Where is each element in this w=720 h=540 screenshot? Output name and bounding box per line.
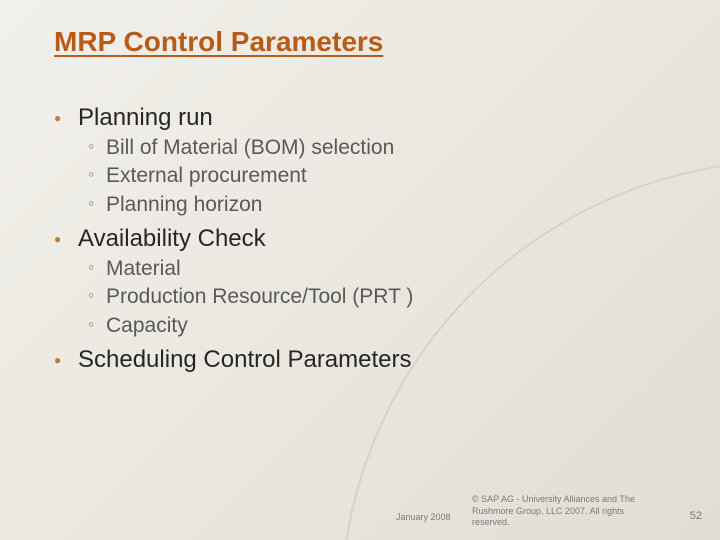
sub-bullet: Production Resource/Tool (PRT ) (88, 283, 654, 311)
footer-page-number: 52 (690, 510, 702, 522)
slide-body: Planning run Bill of Material (BOM) sele… (54, 98, 654, 374)
footer-copyright: © SAP AG - University Alliances and The … (472, 494, 642, 528)
footer-date: January 2008 (396, 512, 451, 522)
sub-bullet: Bill of Material (BOM) selection (88, 134, 654, 162)
subgroup-availability-check: Material Production Resource/Tool (PRT )… (88, 255, 654, 340)
sub-bullet: Material (88, 255, 654, 283)
subgroup-planning-run: Bill of Material (BOM) selection Externa… (88, 134, 654, 219)
slide: MRP Control Parameters Planning run Bill… (0, 0, 720, 540)
slide-title: MRP Control Parameters (54, 26, 383, 58)
sub-bullet: Planning horizon (88, 191, 654, 219)
bullet-scheduling-control: Scheduling Control Parameters (54, 346, 654, 374)
bullet-planning-run: Planning run (54, 104, 654, 132)
bullet-availability-check: Availability Check (54, 225, 654, 253)
sub-bullet: External procurement (88, 162, 654, 190)
sub-bullet: Capacity (88, 312, 654, 340)
